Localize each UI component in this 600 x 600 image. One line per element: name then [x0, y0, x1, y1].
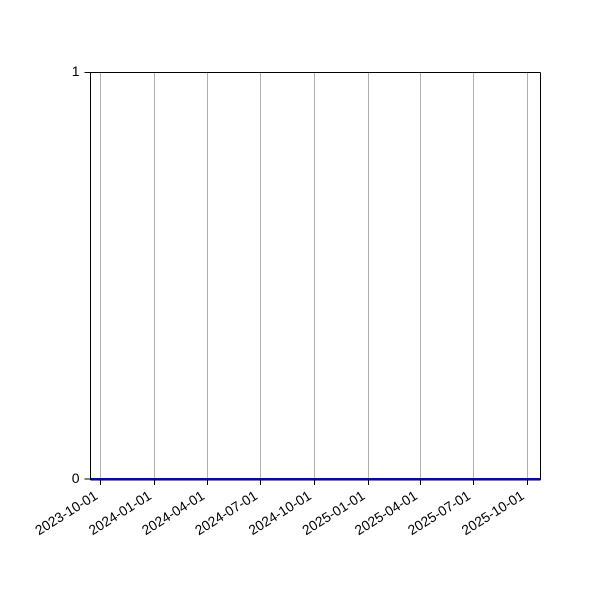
svg-text:0: 0 — [72, 470, 80, 486]
svg-text:1: 1 — [72, 63, 80, 79]
